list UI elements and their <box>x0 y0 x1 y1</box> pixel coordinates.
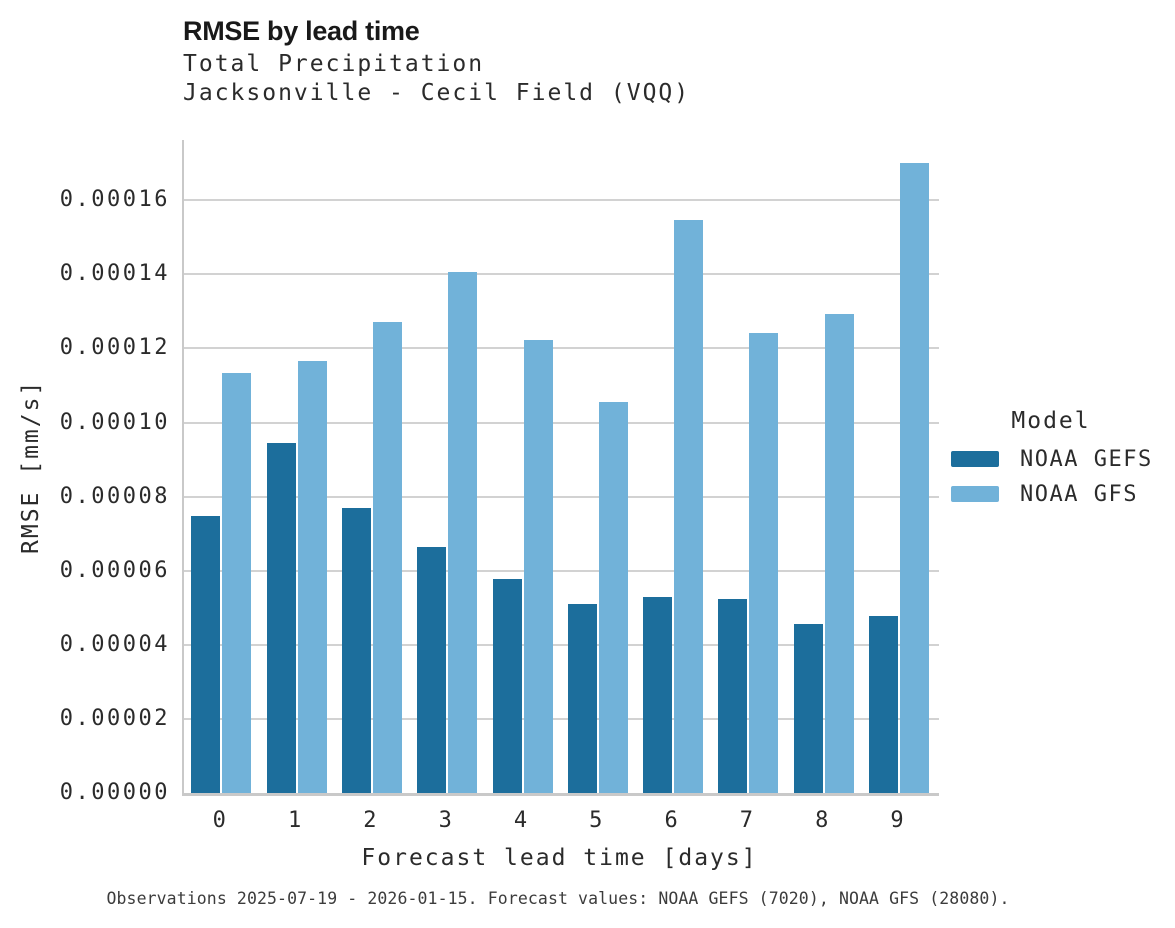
x-tick-label: 3 <box>438 808 452 833</box>
y-tick-label: 0.00000 <box>59 780 170 805</box>
legend: Model NOAA GEFS NOAA GFS <box>951 408 1161 515</box>
x-tick-label: 4 <box>513 808 528 833</box>
bar-noaa-gfs-day1 <box>297 361 327 793</box>
x-tick-label: 8 <box>815 808 829 833</box>
x-tick-label: 0 <box>212 808 226 833</box>
bar-noaa-gefs-day3 <box>417 547 447 793</box>
y-tick-label: 0.00016 <box>59 187 170 213</box>
x-tick-label: 6 <box>664 808 678 833</box>
y-tick-label: 0.00002 <box>59 705 170 731</box>
gridline <box>184 643 939 646</box>
y-tick-label: 0.00006 <box>59 557 170 583</box>
bar-noaa-gfs-day8 <box>824 314 854 793</box>
gridline <box>184 421 939 424</box>
y-tick-label: 0.00014 <box>59 261 170 287</box>
gridline <box>184 347 939 350</box>
bar-noaa-gfs-day2 <box>372 321 402 793</box>
bar-noaa-gefs-day1 <box>266 442 296 793</box>
bar-noaa-gefs-day0 <box>191 515 221 793</box>
chart-subtitle-station: Jacksonville - Cecil Field (VQQ) <box>183 80 691 106</box>
bar-noaa-gefs-day8 <box>793 623 823 793</box>
bar-noaa-gfs-day6 <box>674 219 704 793</box>
legend-title: Model <box>1011 408 1091 434</box>
legend-label: NOAA GEFS <box>1020 446 1153 472</box>
gridline <box>184 569 939 572</box>
bar-noaa-gfs-day3 <box>448 272 478 793</box>
bar-noaa-gefs-day2 <box>341 508 371 793</box>
chart-title: RMSE by lead time <box>183 16 420 46</box>
bar-noaa-gefs-day7 <box>718 598 748 793</box>
gridline <box>184 273 939 276</box>
bar-noaa-gfs-day5 <box>598 402 628 793</box>
y-axis-label: RMSE [mm/s] <box>18 379 44 554</box>
gridline <box>184 199 939 202</box>
y-tick-label: 0.00012 <box>59 335 170 361</box>
y-tick-label: 0.00010 <box>59 409 170 435</box>
bar-noaa-gfs-day9 <box>900 162 929 793</box>
bar-noaa-gfs-day7 <box>749 332 779 793</box>
plot-area <box>182 140 939 796</box>
y-tick-label: 0.00008 <box>59 483 170 509</box>
bar-noaa-gefs-day5 <box>567 604 597 793</box>
bar-noaa-gefs-day4 <box>492 578 522 793</box>
legend-items: NOAA GEFS NOAA GFS <box>951 445 1161 508</box>
bar-noaa-gefs-day9 <box>869 615 898 793</box>
figure-caption: Observations 2025-07-19 - 2026-01-15. Fo… <box>106 889 1010 908</box>
x-tick-label: 5 <box>589 808 603 833</box>
x-axis-label: Forecast lead time [days] <box>361 845 758 871</box>
legend-swatch-icon <box>951 486 999 502</box>
y-tick-label: 0.00004 <box>59 631 170 657</box>
legend-label: NOAA GFS <box>1020 481 1138 507</box>
x-tick-label: 2 <box>363 808 377 833</box>
chart-subtitle-variable: Total Precipitation <box>183 51 485 77</box>
x-tick-label: 9 <box>890 808 904 833</box>
x-tick-label: 7 <box>739 808 754 833</box>
x-tick-label: 1 <box>287 808 302 833</box>
gridline <box>184 495 939 498</box>
legend-item-noaa-gfs: NOAA GFS <box>951 480 1161 508</box>
bar-noaa-gfs-day4 <box>523 340 553 793</box>
legend-swatch-icon <box>951 451 999 467</box>
bar-noaa-gefs-day6 <box>643 597 673 793</box>
gridline <box>184 717 939 720</box>
legend-item-noaa-gefs: NOAA GEFS <box>951 445 1161 473</box>
bar-noaa-gfs-day0 <box>222 372 252 793</box>
